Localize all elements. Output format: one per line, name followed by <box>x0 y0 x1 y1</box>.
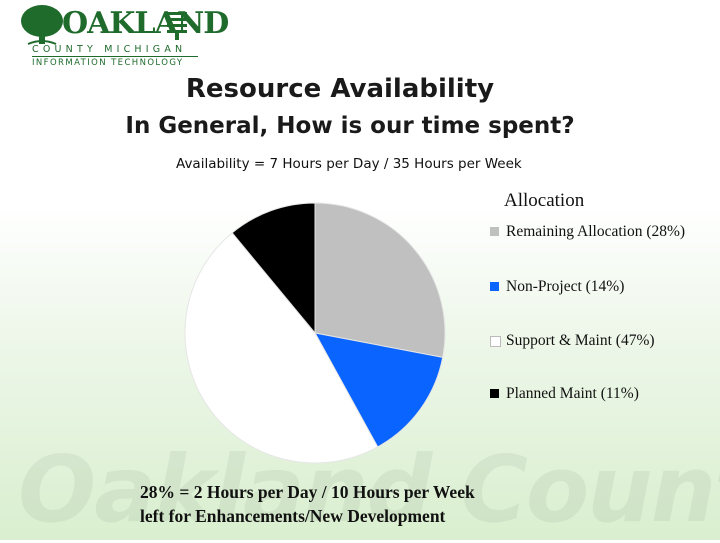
logo-name: OAKLAND <box>62 6 229 41</box>
legend-swatch-0 <box>490 227 499 236</box>
legend-title: Allocation <box>504 190 585 211</box>
legend-item-0: Remaining Allocation (28%) <box>490 222 686 242</box>
legend-swatch-3 <box>490 389 499 398</box>
legend-swatch-1 <box>490 282 499 291</box>
logo-divider <box>32 56 198 57</box>
footnote: 28% = 2 Hours per Day / 10 Hours per Wee… <box>140 480 475 528</box>
pie-slice-3 <box>231 202 316 335</box>
legend-item-2: Support & Maint (47%) <box>490 331 686 351</box>
footnote-line-2: left for Enhancements/New Development <box>140 506 446 526</box>
legend-label-0: Remaining Allocation (28%) <box>506 223 686 240</box>
legend-label-3: Planned Maint (11%) <box>506 385 639 402</box>
tree-icon <box>21 5 63 45</box>
watermark: Oakland County <box>18 436 720 543</box>
legend-item-3: Planned Maint (11%) <box>490 384 686 404</box>
legend-label-1: Non-Project (14%) <box>506 278 625 295</box>
page-title: Resource Availability <box>185 74 495 104</box>
page-subtitle: In General, How is our time spent? <box>125 113 575 139</box>
logo-county-line: COUNTY MICHIGAN <box>32 44 187 55</box>
allocation-pie-chart <box>184 202 446 464</box>
oakland-county-logo: OAKLAND COUNTY MICHIGAN INFORMATION TECH… <box>18 4 229 72</box>
footnote-line-1: 28% = 2 Hours per Day / 10 Hours per Wee… <box>140 482 475 502</box>
legend-item-1: Non-Project (14%) <box>490 277 686 297</box>
pie-slice-2 <box>184 232 379 464</box>
tree-mark-icon <box>167 12 187 40</box>
availability-note: Availability = 7 Hours per Day / 35 Hour… <box>176 156 522 172</box>
legend-swatch-2 <box>490 336 501 347</box>
legend-label-2: Support & Maint (47%) <box>506 332 655 349</box>
pie-slice-1 <box>314 332 444 448</box>
pie-slice-0 <box>314 202 446 358</box>
logo-department-line: INFORMATION TECHNOLOGY <box>32 58 184 68</box>
